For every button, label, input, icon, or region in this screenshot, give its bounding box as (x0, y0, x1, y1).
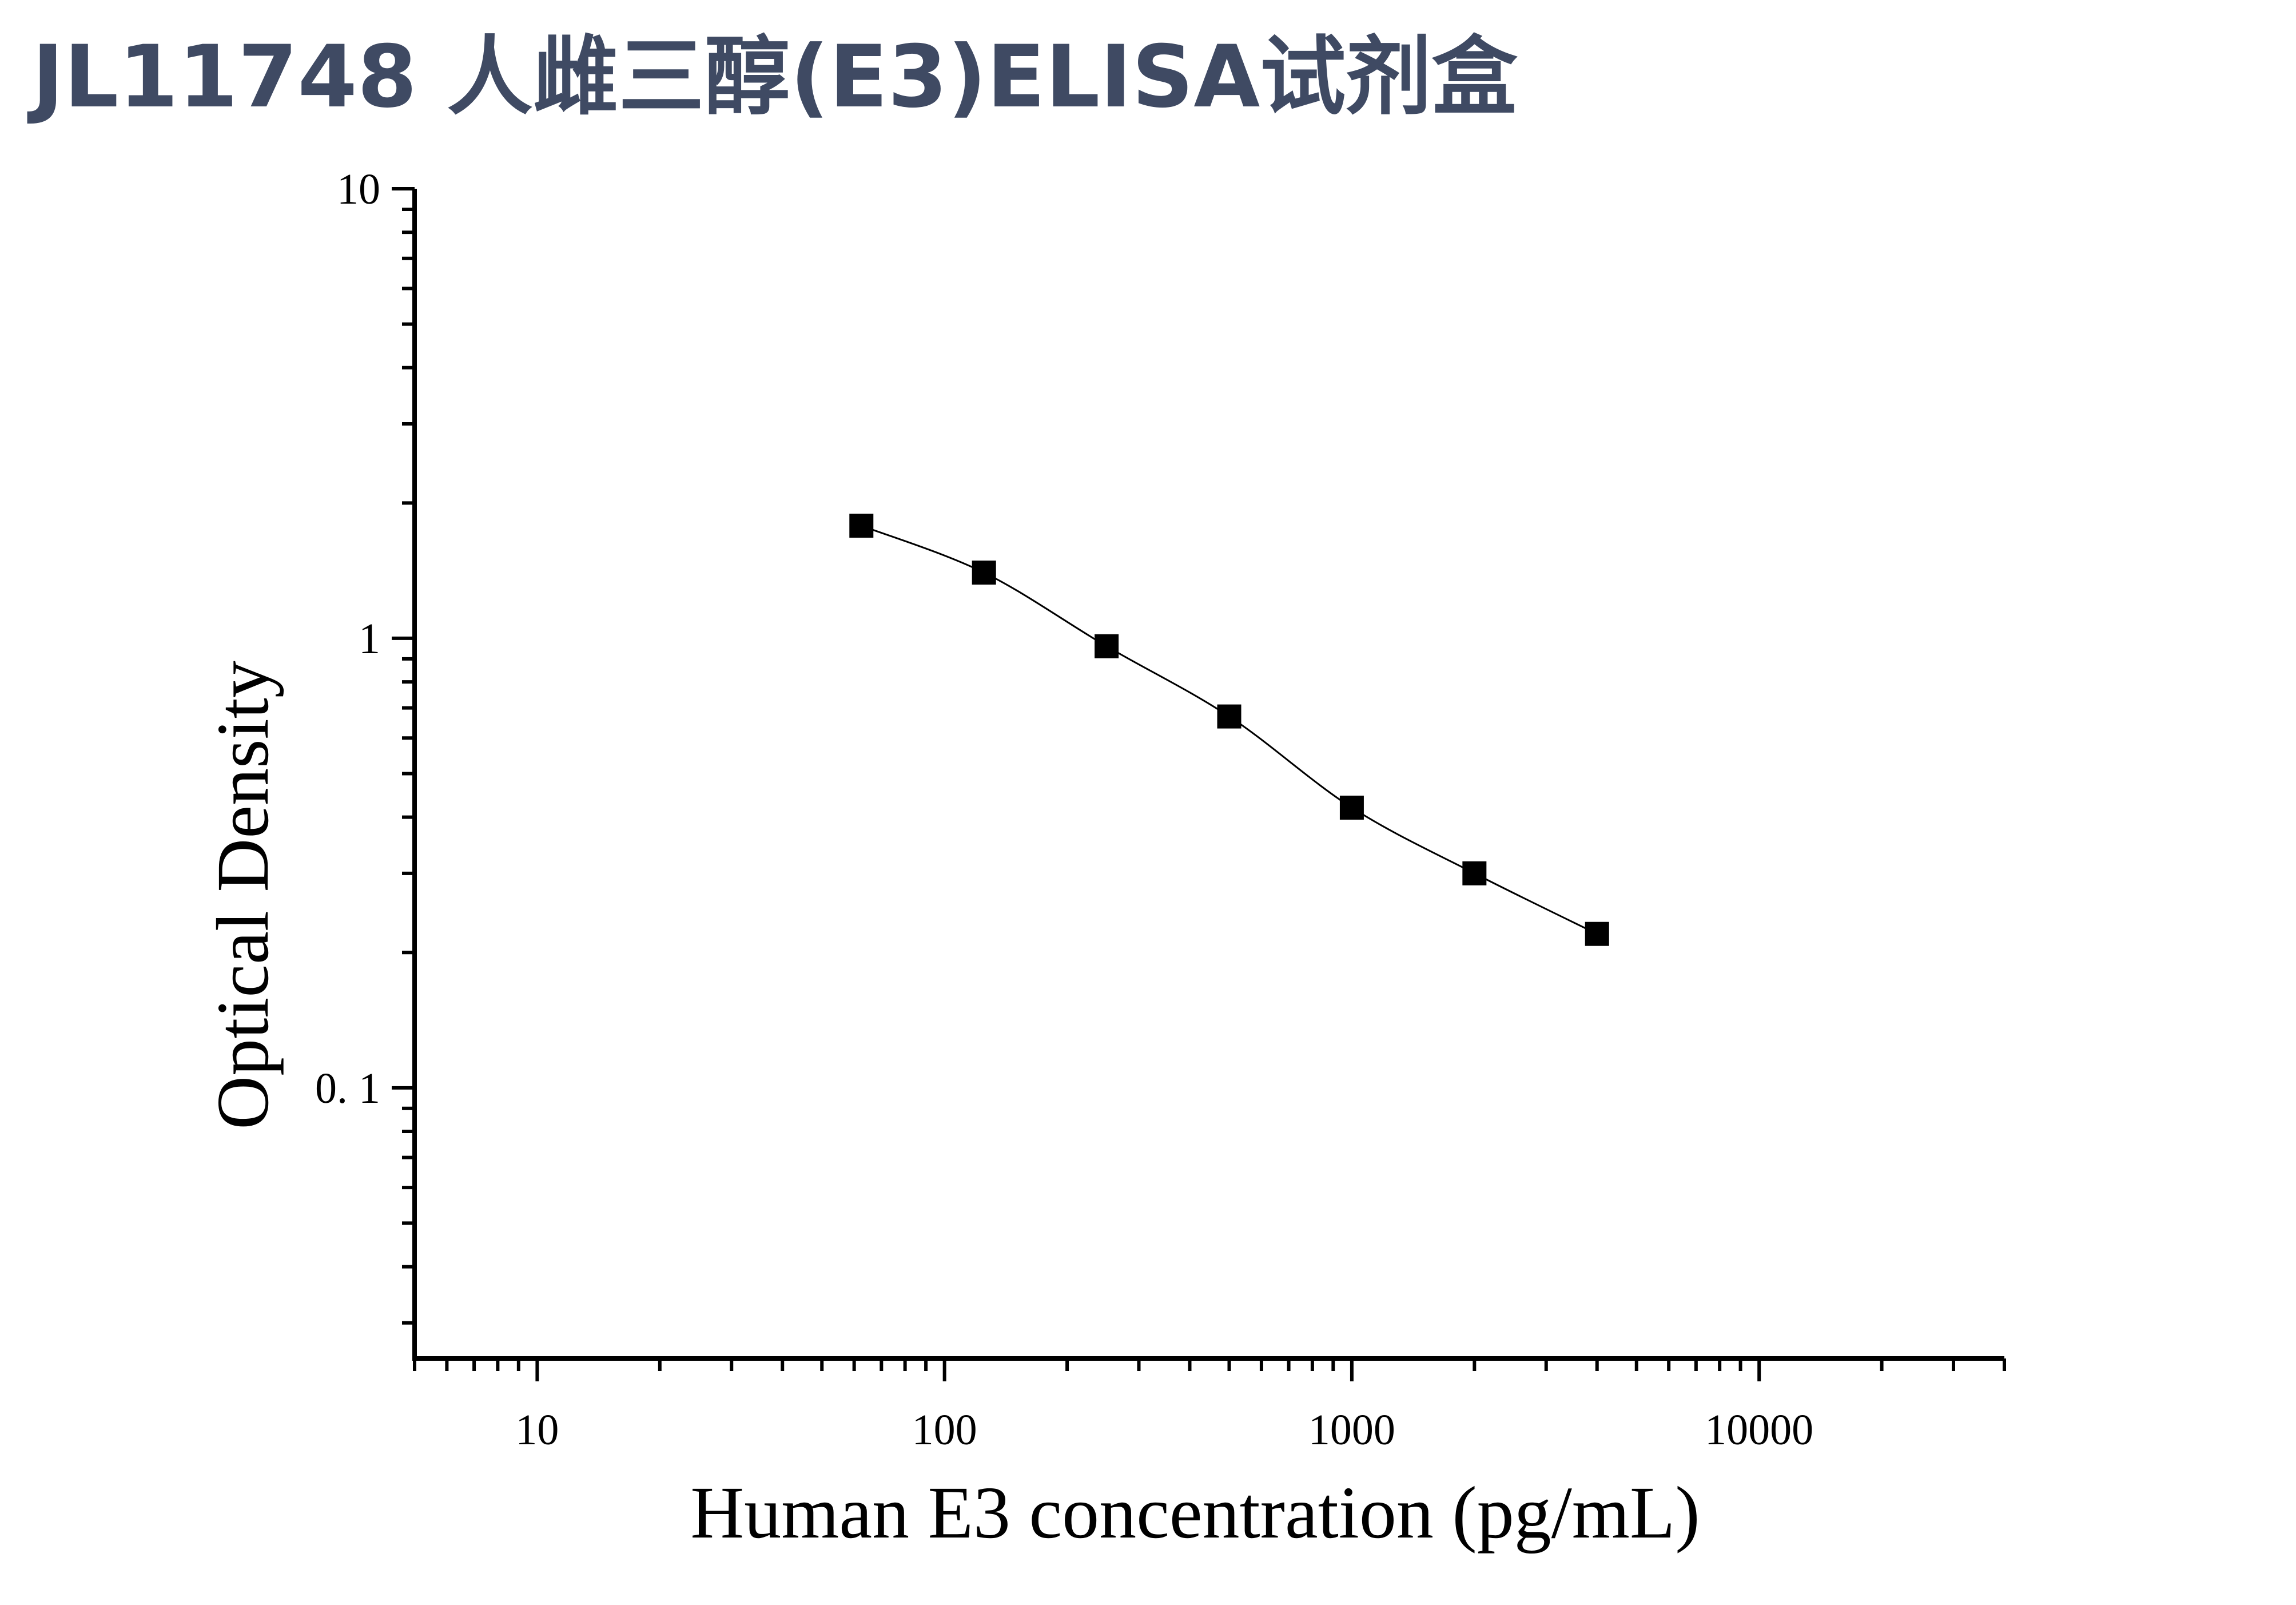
tick-labels: 10 100 1000 10000 10 1 0. 1 (315, 165, 1813, 1454)
x-tick-label: 10 (515, 1406, 559, 1454)
y-tick-label: 0. 1 (315, 1064, 380, 1113)
data-point-marker (1462, 861, 1487, 885)
y-axis-title: Optical Density (202, 661, 284, 1130)
fit-curve (861, 525, 1598, 935)
data-points (849, 514, 1609, 946)
x-tick-label: 1000 (1308, 1406, 1395, 1454)
x-axis-title: Human E3 concentration (pg/mL) (690, 1472, 1700, 1554)
data-point-marker (972, 561, 996, 585)
data-point-marker (1095, 634, 1119, 658)
data-point-marker (1217, 704, 1241, 729)
fit-curve-layer (861, 525, 1598, 935)
data-point-marker (849, 514, 874, 538)
y-tick-label: 1 (359, 615, 380, 663)
x-tick-label: 10000 (1705, 1406, 1813, 1454)
data-point-marker (1339, 796, 1364, 820)
page-title: JL11748 人雌三醇(E3)ELISA试剂盒 (32, 27, 1518, 127)
data-point-marker (1585, 921, 1609, 946)
x-tick-label: 100 (912, 1406, 977, 1454)
chart-axes (392, 187, 2006, 1381)
y-tick-label: 10 (337, 165, 380, 213)
